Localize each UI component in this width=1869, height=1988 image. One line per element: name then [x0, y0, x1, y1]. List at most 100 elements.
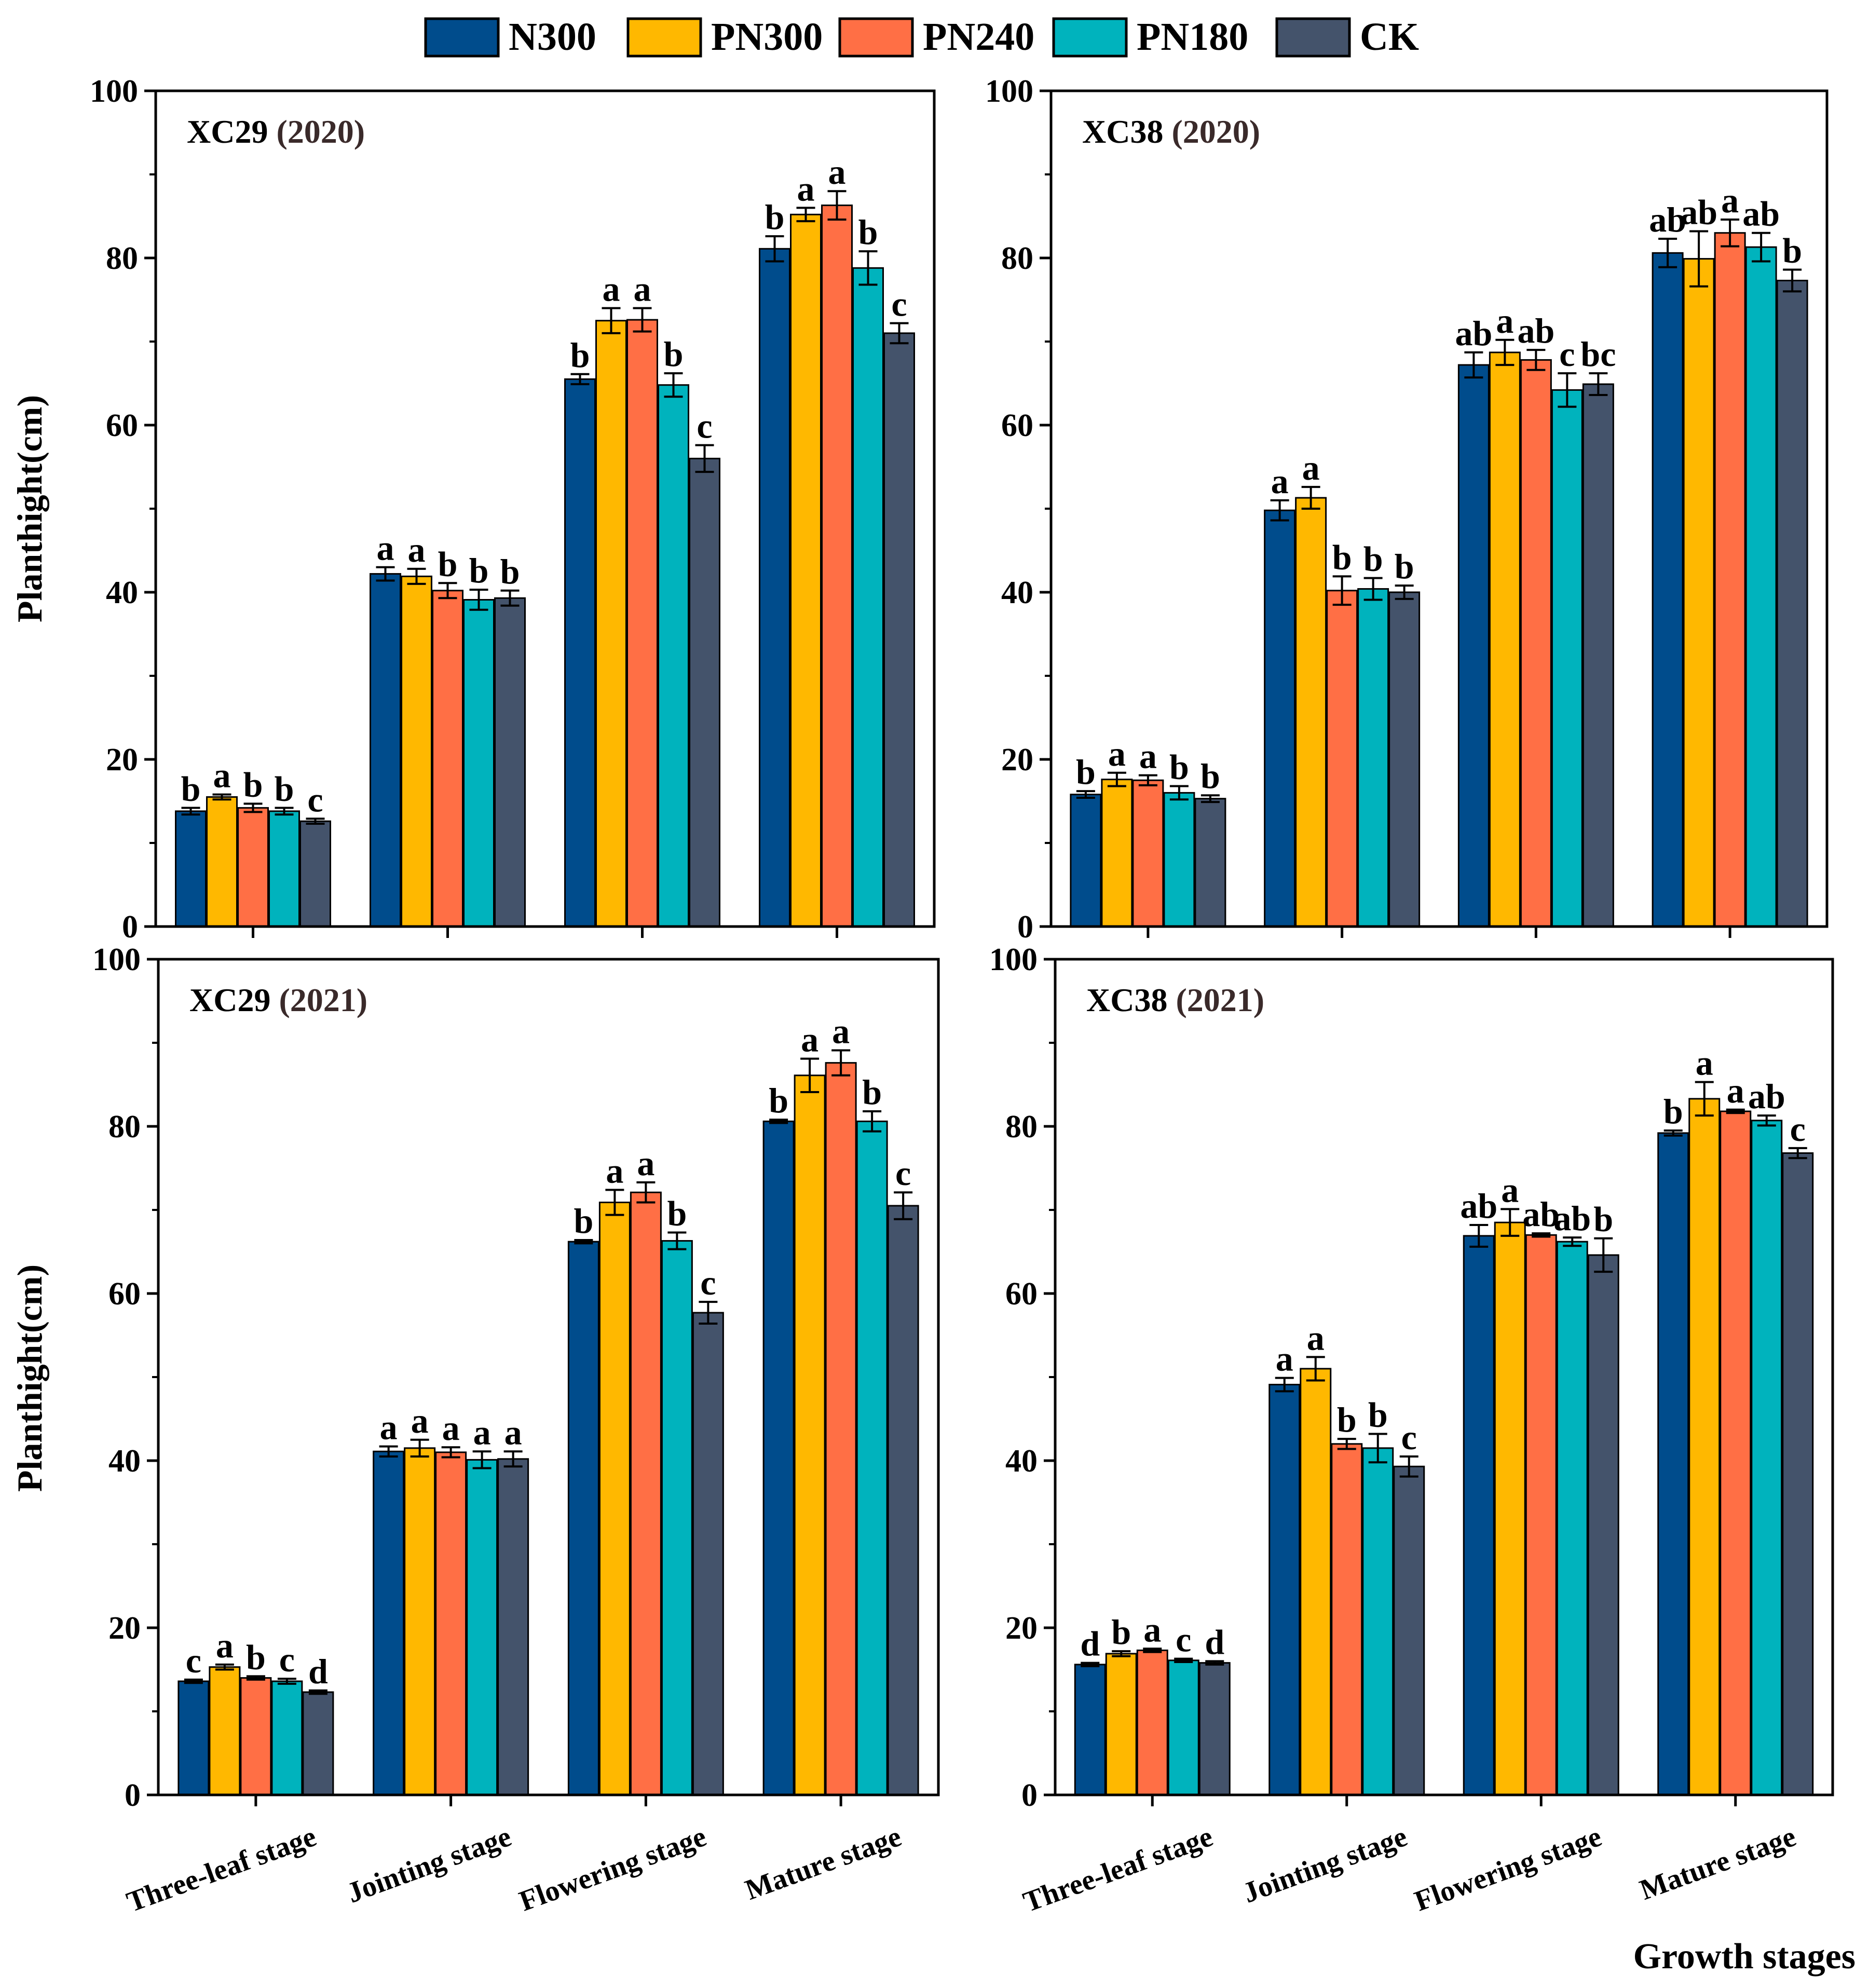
y-tick-label: 100 [985, 74, 1033, 109]
y-tick-label: 60 [1001, 408, 1033, 443]
bar [595, 320, 627, 928]
bar [883, 332, 915, 928]
significance-label: a [442, 1408, 460, 1448]
significance-label: b [667, 1193, 687, 1233]
significance-label: b [469, 551, 489, 590]
y-tick-label: 100 [90, 74, 138, 109]
significance-label: b [500, 552, 520, 591]
bar [1167, 1659, 1199, 1796]
significance-label: ab [1742, 194, 1780, 234]
y-tick-label: 80 [108, 1109, 141, 1145]
significance-label: c [1176, 1620, 1191, 1659]
panel-title-year: (2021) [1176, 982, 1264, 1018]
panel-title: XC29 (2020) [187, 113, 365, 150]
bar [1331, 1443, 1363, 1796]
bar [887, 1205, 919, 1796]
significance-label: b [246, 1637, 266, 1677]
significance-label: a [1143, 1610, 1161, 1649]
significance-label: c [186, 1641, 201, 1680]
significance-label: ab [1517, 311, 1554, 350]
bar [206, 796, 238, 928]
bar [1463, 1235, 1495, 1796]
significance-label: a [1696, 1043, 1713, 1083]
bar [598, 1202, 631, 1796]
significance-label: c [700, 1263, 716, 1302]
significance-label: a [801, 1020, 818, 1059]
significance-label: b [1169, 747, 1189, 787]
significance-label: a [1108, 734, 1126, 773]
legend-label-pn240: PN240 [923, 15, 1034, 59]
bar [1300, 1368, 1332, 1796]
bar [1720, 1110, 1752, 1796]
bar [1194, 798, 1226, 928]
x-tick-label: Mature stage [1635, 1820, 1800, 1907]
significance-label: b [574, 1201, 593, 1241]
significance-label: b [570, 335, 590, 375]
bar [1582, 383, 1614, 928]
legend-label-pn300: PN300 [711, 15, 823, 59]
bar [1782, 1152, 1814, 1796]
significance-label: ab [1455, 314, 1492, 353]
bar [237, 807, 269, 928]
significance-label: b [1363, 539, 1383, 579]
bar [1657, 1132, 1689, 1796]
x-tick-label: Flowering stage [515, 1820, 710, 1918]
significance-label: ab [1649, 200, 1686, 239]
bar [852, 267, 884, 928]
x-tick-label: Jointing stage [1239, 1820, 1412, 1910]
significance-label: ab [1748, 1077, 1785, 1116]
bar [689, 457, 720, 928]
bar [1551, 389, 1583, 928]
y-tick-label: 60 [1005, 1276, 1038, 1312]
significance-label: c [1790, 1109, 1806, 1149]
bar [1683, 258, 1715, 928]
x-tick-label: Mature stage [741, 1820, 906, 1907]
y-tick-label: 0 [122, 909, 138, 945]
x-axis-label: Growth stages [1633, 1937, 1856, 1977]
significance-label: a [637, 1143, 654, 1183]
panel-xc38-2020: baababaaaababababbcabbbbcb020406080100XC… [985, 74, 1829, 945]
y-tick-label: 20 [106, 742, 138, 778]
bar [271, 1680, 303, 1796]
significance-label: a [1276, 1339, 1293, 1379]
bar [1776, 279, 1808, 928]
bar [1198, 1662, 1231, 1796]
bar [497, 1458, 529, 1796]
y-tick-label: 40 [1005, 1444, 1038, 1479]
significance-label: b [1663, 1092, 1683, 1131]
legend-swatch-pn240 [838, 17, 914, 58]
y-tick-label: 0 [1017, 909, 1033, 945]
y-tick-label: 40 [108, 1444, 141, 1479]
panel-title: XC38 (2021) [1086, 982, 1264, 1018]
bar [825, 1062, 857, 1796]
significance-label: b [1368, 1395, 1388, 1434]
bar [1264, 509, 1296, 928]
significance-label: a [797, 169, 815, 208]
legend-label-n300: N300 [509, 15, 596, 59]
legend-swatch-pn300 [626, 17, 702, 58]
bar [821, 205, 853, 928]
significance-label: bc [1580, 334, 1616, 374]
significance-label: c [279, 1640, 295, 1679]
significance-label: b [438, 544, 458, 583]
bar [401, 575, 432, 928]
significance-label: b [1200, 756, 1220, 796]
significance-label: b [275, 769, 294, 808]
significance-label: a [473, 1412, 491, 1452]
bar [1751, 1120, 1783, 1796]
bar [466, 1459, 498, 1796]
x-tick-label: Three-leaf stage [122, 1820, 320, 1918]
bar [1388, 591, 1421, 928]
bar [1457, 364, 1490, 928]
bar [564, 378, 596, 928]
bar [435, 1451, 467, 1796]
legend-swatch-pn180 [1052, 17, 1128, 58]
panel-title-cultivar: XC38 [1082, 113, 1171, 150]
significance-label: a [1139, 737, 1157, 776]
y-axis-label-bottom: Planthight(cm) [10, 1264, 49, 1492]
significance-label: b [1332, 537, 1352, 577]
significance-label: ab [1460, 1186, 1497, 1226]
legend-label-pn180: PN180 [1137, 15, 1248, 59]
y-tick-label: 40 [106, 575, 138, 610]
bar [762, 1120, 795, 1796]
